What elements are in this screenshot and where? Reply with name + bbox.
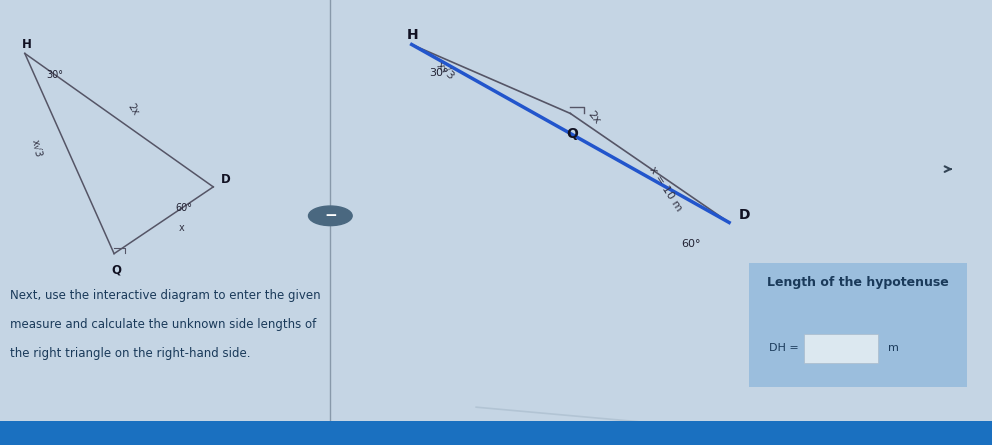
Text: x√3: x√3 — [30, 138, 44, 158]
Text: 2x: 2x — [126, 102, 141, 117]
Text: D: D — [221, 174, 231, 186]
Text: Q: Q — [111, 264, 121, 277]
Text: Q: Q — [566, 127, 578, 141]
Bar — [749, 263, 967, 387]
Text: 2x: 2x — [586, 109, 602, 125]
Text: m: m — [888, 343, 899, 353]
Circle shape — [309, 206, 352, 226]
Text: x: x — [179, 223, 185, 233]
Bar — [804, 334, 878, 363]
Text: x√3: x√3 — [434, 60, 456, 82]
Text: H: H — [22, 38, 32, 51]
Text: the right triangle on the right-hand side.: the right triangle on the right-hand sid… — [10, 347, 250, 360]
Text: D: D — [739, 208, 751, 222]
Bar — [0, 421, 992, 445]
Text: Length of the hypotenuse: Length of the hypotenuse — [767, 276, 949, 289]
Text: measure and calculate the unknown side lengths of: measure and calculate the unknown side l… — [10, 318, 316, 331]
Text: x = 10 m: x = 10 m — [647, 164, 683, 213]
Text: DH =: DH = — [769, 343, 799, 353]
Text: Next, use the interactive diagram to enter the given: Next, use the interactive diagram to ent… — [10, 289, 320, 302]
Text: 60°: 60° — [176, 203, 192, 213]
Text: −: − — [324, 208, 336, 223]
Text: H: H — [407, 28, 419, 42]
Text: 30°: 30° — [47, 70, 63, 80]
Text: 60°: 60° — [682, 239, 701, 249]
Text: 30°: 30° — [430, 68, 449, 77]
